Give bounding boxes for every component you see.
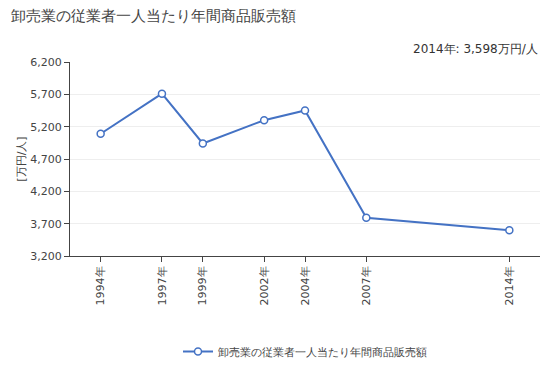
svg-text:6,200: 6,200	[30, 56, 62, 69]
svg-text:[万円/人]: [万円/人]	[15, 136, 28, 181]
svg-text:4,200: 4,200	[30, 185, 62, 198]
svg-text:2014年: 3,598万円/人: 2014年: 3,598万円/人	[413, 42, 538, 56]
svg-text:3,200: 3,200	[30, 250, 62, 263]
svg-text:2002年: 2002年	[258, 266, 271, 305]
svg-text:4,700: 4,700	[30, 153, 62, 166]
svg-text:2007年: 2007年	[360, 266, 373, 305]
svg-text:1994年: 1994年	[94, 266, 107, 305]
svg-text:卸売業の従業者一人当たり年間商品販売額: 卸売業の従業者一人当たり年間商品販売額	[11, 7, 296, 25]
svg-text:3,700: 3,700	[30, 218, 62, 231]
svg-text:1999年: 1999年	[196, 266, 209, 305]
svg-text:卸売業の従業者一人当たり年間商品販売額: 卸売業の従業者一人当たり年間商品販売額	[218, 346, 427, 359]
svg-text:1997年: 1997年	[156, 266, 169, 305]
svg-text:2014年: 2014年	[503, 266, 516, 305]
svg-text:5,200: 5,200	[30, 121, 62, 134]
svg-text:5,700: 5,700	[30, 88, 62, 101]
svg-text:2004年: 2004年	[299, 266, 312, 305]
